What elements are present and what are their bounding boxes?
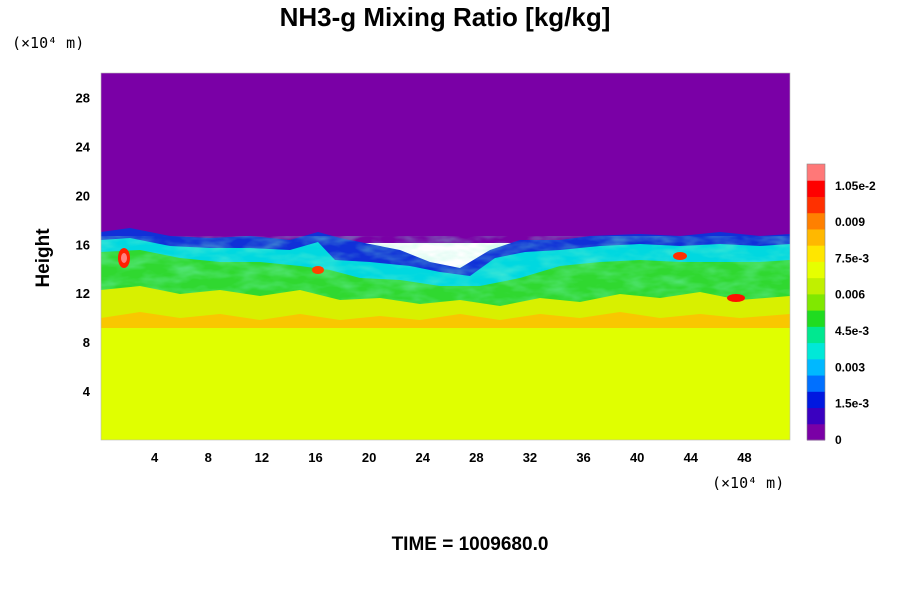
x-tick-label: 36 <box>576 450 590 465</box>
colorbar-tick-label: 0.003 <box>835 360 865 374</box>
x-tick-label: 48 <box>737 450 751 465</box>
heatmap-field <box>101 73 790 440</box>
upper-layer <box>101 73 790 243</box>
colorbar-band <box>807 359 825 376</box>
y-tick-labels: 4 8 12 16 20 24 28 <box>76 90 91 399</box>
x-tick-label: 8 <box>205 450 212 465</box>
colorbar-tick-label: 0.006 <box>835 288 865 302</box>
colorbar-band <box>807 375 825 392</box>
hotspot-center <box>312 266 324 274</box>
y-tick-label: 24 <box>76 139 91 154</box>
colorbar-band <box>807 391 825 408</box>
x-tick-label: 28 <box>469 450 483 465</box>
y-axis-label: Height <box>33 228 54 288</box>
x-tick-label: 40 <box>630 450 644 465</box>
colorbar-band <box>807 261 825 278</box>
colorbar-band <box>807 164 825 181</box>
colorbar <box>807 164 825 441</box>
hotspot-left-core <box>121 253 127 263</box>
x-tick-label: 16 <box>308 450 322 465</box>
y-tick-label: 20 <box>76 188 90 203</box>
time-label: TIME = 1009680.0 <box>392 534 549 555</box>
x-tick-label: 44 <box>684 450 699 465</box>
colorbar-band <box>807 408 825 425</box>
y-tick-label: 4 <box>83 384 91 399</box>
colorbar-tick-label: 1.05e-2 <box>835 179 876 193</box>
colorbar-tick-label: 0.009 <box>835 215 865 229</box>
chart-title: NH3-g Mixing Ratio [kg/kg] <box>280 2 611 32</box>
colorbar-band <box>807 343 825 360</box>
colorbar-tick-labels: 0 1.5e-3 0.003 4.5e-3 0.006 7.5e-3 0.009 1.05e-… <box>835 179 876 447</box>
colorbar-tick-label: 0 <box>835 433 842 447</box>
colorbar-band <box>807 326 825 343</box>
colorbar-band <box>807 180 825 197</box>
colorbar-band <box>807 294 825 311</box>
x-tick-label: 4 <box>151 450 159 465</box>
hotspot-far-right <box>727 294 745 302</box>
colorbar-band <box>807 424 825 441</box>
colorbar-band <box>807 196 825 213</box>
y-tick-label: 28 <box>76 90 90 105</box>
colorbar-band <box>807 245 825 262</box>
colorbar-band <box>807 229 825 246</box>
y-tick-label: 16 <box>76 237 90 252</box>
colorbar-tick-label: 4.5e-3 <box>835 324 869 338</box>
lower-layer <box>101 328 790 440</box>
x-tick-label: 20 <box>362 450 376 465</box>
x-axis-unit: (×10⁴ m) <box>712 474 784 492</box>
colorbar-band <box>807 278 825 295</box>
x-tick-label: 24 <box>415 450 430 465</box>
y-tick-label: 8 <box>83 335 90 350</box>
colorbar-band <box>807 310 825 327</box>
hotspot-right <box>673 252 687 260</box>
y-axis-unit: (×10⁴ m) <box>12 34 84 52</box>
colorbar-band <box>807 213 825 230</box>
x-tick-label: 32 <box>523 450 537 465</box>
y-tick-label: 12 <box>76 286 90 301</box>
colorbar-tick-label: 7.5e-3 <box>835 251 869 265</box>
x-tick-labels: 4 8 12 16 20 24 28 32 36 40 44 48 <box>151 450 752 465</box>
x-tick-label: 12 <box>255 450 269 465</box>
colorbar-tick-label: 1.5e-3 <box>835 397 869 411</box>
